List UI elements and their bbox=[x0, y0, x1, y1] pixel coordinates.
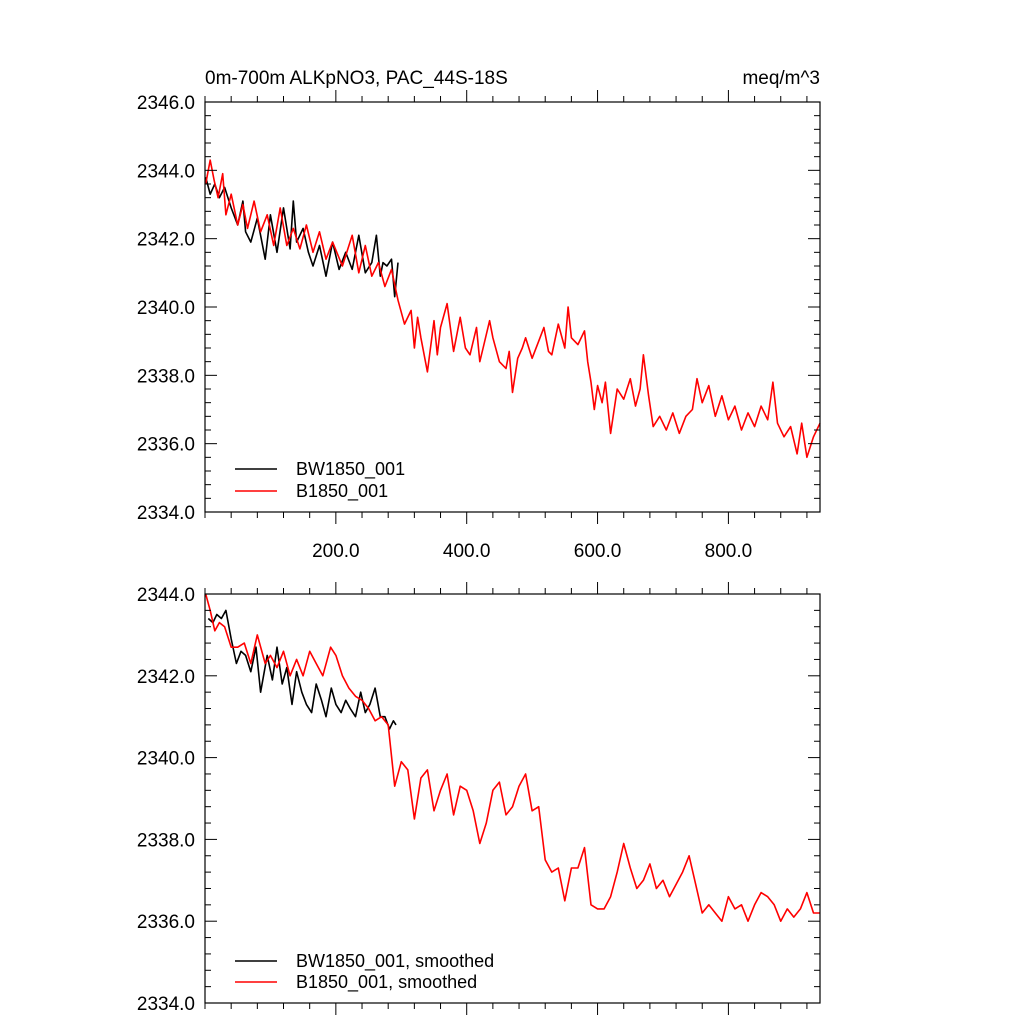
y-tick-label: 2342.0 bbox=[137, 230, 195, 251]
series-line-b1850-001 bbox=[204, 159, 821, 459]
x-tick-label: 800.0 bbox=[705, 541, 753, 562]
legend-label: BW1850_001 bbox=[296, 459, 405, 480]
bottom-plot-panel: 2334.0 2336.0 2338.0 2340.0 2342.0 2344.0 BW18… bbox=[137, 582, 821, 1015]
y-tick-label: 2336.0 bbox=[137, 912, 195, 933]
chart-title-right: meq/m^3 bbox=[742, 68, 820, 89]
y-tick-label: 2340.0 bbox=[137, 749, 195, 770]
series-line-b1850-001-smoothed bbox=[204, 593, 820, 923]
legend-label: B1850_001 bbox=[296, 481, 388, 502]
legend-label: B1850_001, smoothed bbox=[296, 972, 477, 993]
x-tick-label: 200.0 bbox=[312, 541, 360, 562]
y-tick-label: 2338.0 bbox=[137, 830, 195, 851]
y-tick-label: 2340.0 bbox=[137, 298, 195, 319]
y-tick-label: 2334.0 bbox=[137, 503, 195, 524]
x-tick-label: 600.0 bbox=[574, 541, 622, 562]
legend-label: BW1850_001, smoothed bbox=[296, 951, 494, 972]
y-tick-label: 2346.0 bbox=[137, 93, 195, 114]
y-tick-label: 2344.0 bbox=[137, 161, 195, 182]
y-tick-label: 2336.0 bbox=[137, 435, 195, 456]
plot-frame bbox=[204, 593, 821, 1004]
chart-title-left: 0m-700m ALKpNO3, PAC_44S-18S bbox=[205, 68, 508, 89]
series-line-bw1850-001 bbox=[204, 176, 399, 298]
y-tick-label: 2344.0 bbox=[137, 585, 195, 606]
y-tick-label: 2338.0 bbox=[137, 366, 195, 387]
y-tick-label: 2334.0 bbox=[137, 994, 195, 1015]
y-tick-label: 2342.0 bbox=[137, 667, 195, 688]
x-tick-label: 400.0 bbox=[443, 541, 491, 562]
top-plot-panel: 2334.0 2336.0 2338.0 2340.0 2342.0 2344.0 2346… bbox=[137, 90, 821, 562]
plot-frame bbox=[204, 101, 821, 513]
series-line-bw1850-001-smoothed bbox=[207, 609, 397, 730]
